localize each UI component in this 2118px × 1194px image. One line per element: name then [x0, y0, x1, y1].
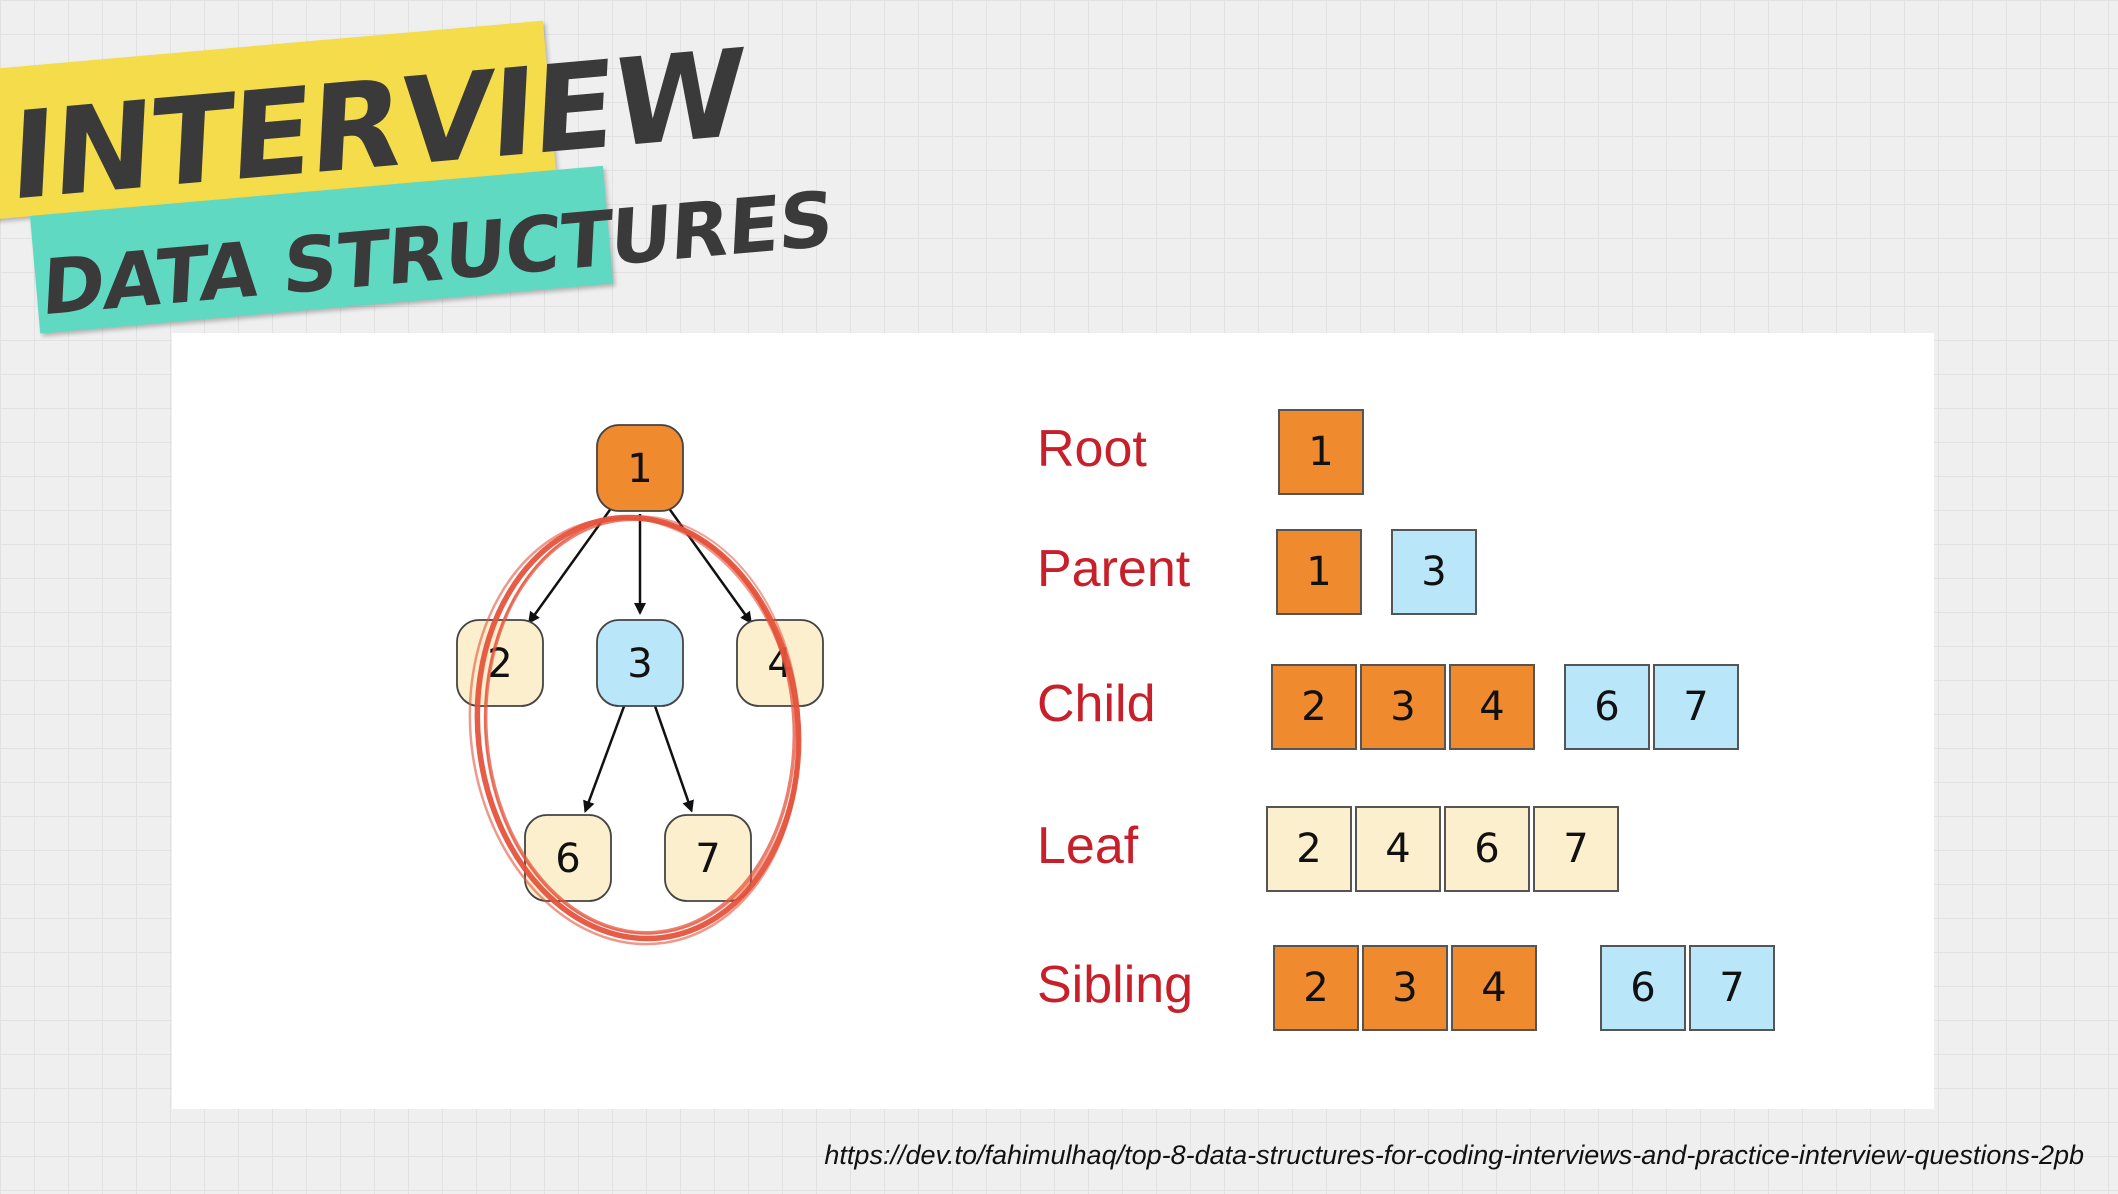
term-parent-cell: 1	[1276, 529, 1362, 615]
tree-node-3: 3	[596, 619, 684, 707]
tree-node-label: 6	[555, 836, 580, 882]
term-leaf-cell: 2	[1266, 806, 1352, 892]
term-parent-cell: 3	[1391, 529, 1477, 615]
term-sibling-cell: 2	[1273, 945, 1359, 1031]
tree-edge-3-7	[653, 706, 694, 813]
highlight-circle-stroke	[483, 515, 801, 935]
term-child-cell: 4	[1449, 664, 1535, 750]
term-sibling-cell: 7	[1689, 945, 1775, 1031]
term-child-cell: 3	[1360, 664, 1446, 750]
tree-node-1: 1	[596, 424, 684, 512]
term-root-cell: 1	[1278, 409, 1364, 495]
tree-node-label: 1	[627, 446, 652, 492]
term-child: Child	[1037, 675, 1156, 733]
term-leaf-cell: 4	[1355, 806, 1441, 892]
term-child-cell: 7	[1653, 664, 1739, 750]
term-leaf: Leaf	[1037, 817, 1139, 875]
tree-node-7: 7	[664, 814, 752, 902]
source-url: https://dev.to/fahimulhaq/top-8-data-str…	[824, 1140, 2084, 1170]
tree-node-label: 7	[695, 836, 720, 882]
term-leaf-cell: 7	[1533, 806, 1619, 892]
term-child-cell: 6	[1564, 664, 1650, 750]
term-sibling-cell: 4	[1451, 945, 1537, 1031]
term-parent: Parent	[1037, 540, 1191, 598]
term-sibling-cell: 3	[1362, 945, 1448, 1031]
highlight-circle-stroke	[474, 514, 802, 942]
tree-node-label: 3	[627, 641, 652, 687]
term-leaf-cell: 6	[1444, 806, 1530, 892]
tree-edge-3-6	[583, 705, 626, 813]
term-child-cell: 2	[1271, 664, 1357, 750]
course-logo: INTERVIEW DATA STRUCTURES	[0, 20, 835, 348]
term-root: Root	[1037, 420, 1147, 478]
tree-diagram: 12 3 46 7	[456, 424, 824, 946]
highlight-circle-stroke	[468, 516, 800, 946]
term-sibling-cell: 6	[1600, 945, 1686, 1031]
term-sibling: Sibling	[1037, 956, 1194, 1014]
